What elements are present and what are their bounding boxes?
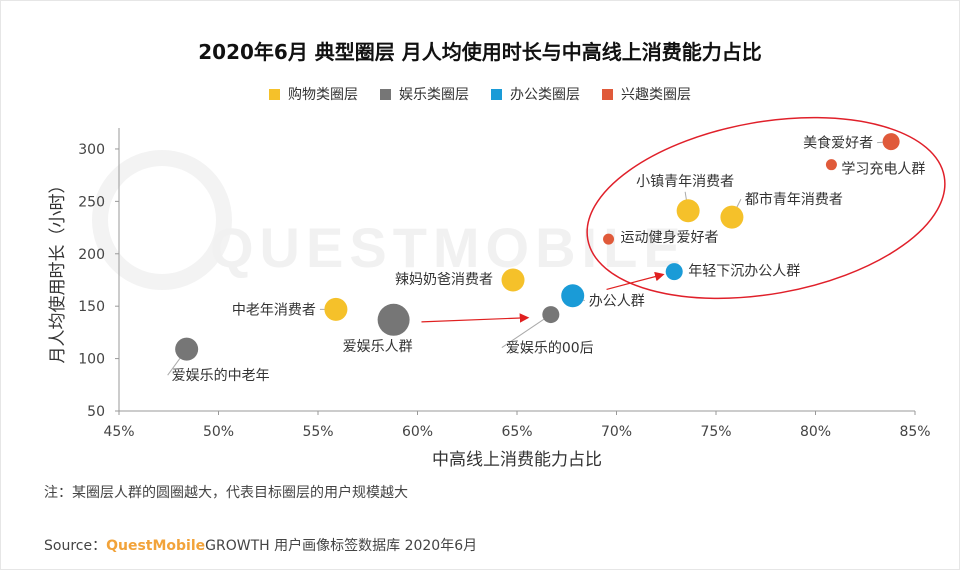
source-line: Source： QuestMobile GROWTH 用户画像标签数据库 202… (44, 535, 477, 555)
x-tick-label: 65% (501, 424, 532, 440)
scatter-point (676, 199, 700, 223)
x-tick-label: 45% (103, 424, 134, 440)
legend-label-entertainment: 娱乐类圈层 (399, 87, 469, 103)
scatter-point (603, 233, 615, 245)
leader-line (501, 314, 552, 348)
x-tick-label: 70% (601, 424, 632, 440)
legend-item-entertainment: 娱乐类圈层 (380, 84, 469, 104)
scatter-point (561, 284, 585, 308)
point-label: 爱娱乐的00后 (506, 341, 594, 357)
x-tick-label: 75% (700, 424, 731, 440)
y-axis-title: 月人均使用时长（小时） (47, 177, 68, 364)
point-label: 都市青年消费者 (745, 191, 843, 208)
legend-swatch-interest (602, 88, 613, 100)
y-tick-label: 250 (78, 194, 105, 210)
point-label: 年轻下沉办公人群 (688, 264, 800, 280)
legend-swatch-office (491, 88, 502, 100)
legend-label-interest: 兴趣类圈层 (621, 87, 691, 103)
point-label: 运动健身爱好者 (621, 230, 719, 246)
point-label: 办公人群 (589, 294, 645, 310)
legend-swatch-entertainment (380, 88, 391, 100)
legend-item-office: 办公类圈层 (491, 84, 580, 104)
legend-label-office: 办公类圈层 (510, 87, 580, 103)
scatter-point (377, 303, 410, 336)
trend-arrow (606, 271, 665, 290)
legend-label-shopping: 购物类圈层 (288, 87, 358, 103)
point-label: 爱娱乐人群 (343, 339, 413, 355)
scatter-point (882, 133, 900, 151)
scatter-point (175, 337, 199, 361)
y-tick-label: 300 (78, 142, 105, 158)
trend-arrow (421, 313, 530, 323)
footnote: 注：某圈层人群的圆圈越大，代表目标圈层的用户规模越大 (44, 485, 408, 501)
source-brand: QuestMobile (106, 538, 206, 554)
y-tick-label: 150 (78, 299, 105, 315)
chart-legend: 购物类圈层 娱乐类圈层 办公类圈层 兴趣类圈层 (0, 84, 960, 104)
scatter-point (825, 159, 837, 171)
scatter-point (665, 263, 683, 281)
scatter-point (720, 205, 744, 229)
source-rest: GROWTH 用户画像标签数据库 2020年6月 (205, 538, 478, 554)
scatter-point (324, 297, 348, 321)
point-label: 美食爱好者 (803, 135, 873, 152)
highlight-ellipse (586, 116, 946, 300)
watermark-text: QUESTMOBILE (210, 216, 687, 279)
x-tick-label: 80% (800, 424, 831, 440)
point-label: 辣妈奶爸消费者 (395, 272, 493, 288)
y-tick-label: 200 (78, 247, 105, 263)
y-tick-label: 50 (87, 404, 105, 420)
legend-item-shopping: 购物类圈层 (269, 84, 358, 104)
x-axis-title: 中高线上消费能力占比 (432, 450, 602, 470)
point-label: 小镇青年消费者 (636, 174, 734, 190)
x-tick-label: 85% (899, 424, 930, 440)
point-label: 学习充电人群 (841, 162, 925, 178)
legend-item-interest: 兴趣类圈层 (602, 84, 691, 104)
x-tick-label: 55% (302, 424, 333, 440)
chart-title: 2020年6月 典型圈层 月人均使用时长与中高线上消费能力占比 (198, 40, 762, 64)
scatter-point (501, 268, 525, 292)
x-tick-label: 50% (203, 424, 234, 440)
source-prefix: Source： (44, 538, 107, 554)
point-label: 中老年消费者 (232, 302, 316, 318)
scatter-point (542, 306, 560, 324)
point-label: 爱娱乐的中老年 (172, 368, 270, 384)
legend-swatch-shopping (269, 88, 280, 100)
y-tick-label: 100 (78, 352, 105, 368)
x-tick-label: 60% (402, 424, 433, 440)
